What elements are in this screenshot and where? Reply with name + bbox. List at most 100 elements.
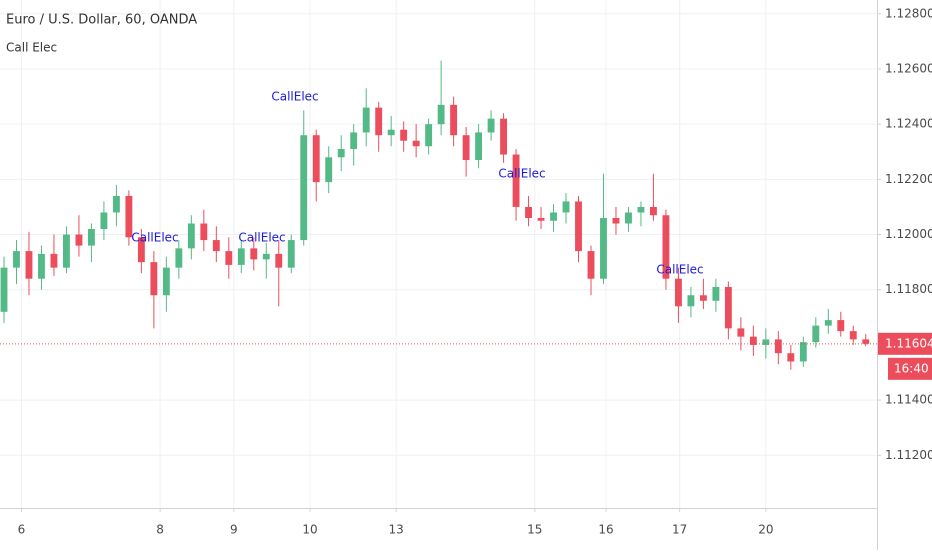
candle-body <box>250 248 258 260</box>
candle-body <box>125 195 133 238</box>
candle-body <box>450 104 458 136</box>
candle-body <box>312 135 320 183</box>
y-tick-label: 1.12000 <box>885 227 932 241</box>
candle-body <box>475 132 483 161</box>
candle-body <box>325 157 333 183</box>
candle-body <box>712 286 720 301</box>
candle-body <box>50 253 58 268</box>
y-tick-label: 1.12400 <box>885 117 932 131</box>
candle-body <box>512 154 520 207</box>
y-tick-label: 1.12600 <box>885 61 932 75</box>
candle-body <box>112 195 120 213</box>
last-price-label: 1.11604 <box>885 336 932 350</box>
candle-body <box>337 149 345 158</box>
candle-body <box>550 212 557 221</box>
x-tick-label: 17 <box>672 523 687 537</box>
candle-body <box>375 107 383 136</box>
candle-body <box>75 234 83 246</box>
candle-body <box>749 336 757 345</box>
candle-body <box>262 253 270 260</box>
candle-body <box>225 251 233 265</box>
candle-body <box>300 135 308 241</box>
candle-body <box>462 135 470 161</box>
candle-body <box>63 234 70 268</box>
y-tick-label: 1.11400 <box>885 393 932 407</box>
candle-body <box>787 353 795 362</box>
candle-body <box>387 129 395 136</box>
x-tick-label: 10 <box>302 523 317 537</box>
y-tick-label: 1.11200 <box>885 448 932 462</box>
candle-body <box>87 229 95 246</box>
x-tick-label: 6 <box>18 523 26 537</box>
candle-body <box>625 212 632 224</box>
candle-body <box>612 217 620 224</box>
candle-body <box>212 240 220 252</box>
candle-body <box>824 320 832 326</box>
candle-body <box>650 206 657 216</box>
candle-body <box>587 251 595 279</box>
x-tick-label: 13 <box>389 523 404 537</box>
y-tick-label: 1.12200 <box>885 172 932 186</box>
symbol-title: Euro / U.S. Dollar, 60, OANDA <box>6 13 197 28</box>
candle-body <box>38 253 45 279</box>
candle-body <box>187 223 195 249</box>
candles <box>0 60 870 370</box>
candle-body <box>237 248 245 265</box>
candle-body <box>400 129 408 141</box>
candle-body <box>500 118 508 155</box>
countdown-box <box>888 357 932 380</box>
candle-body <box>737 328 745 337</box>
candle-body <box>562 201 570 213</box>
y-tick-label: 1.11800 <box>885 282 932 296</box>
candle-body <box>487 118 495 133</box>
candle-body <box>0 267 8 312</box>
candle-body <box>862 339 870 344</box>
candle-body <box>137 237 145 263</box>
countdown-label: 16:40 <box>894 361 929 375</box>
candle-body <box>637 206 645 213</box>
x-tick-label: 16 <box>598 523 613 537</box>
candle-body <box>600 217 607 279</box>
candle-body <box>525 206 532 218</box>
signal-annotation: CallElec <box>271 90 318 104</box>
candle-body <box>849 331 857 340</box>
candle-body <box>362 107 370 133</box>
y-tick-label: 1.12800 <box>885 6 932 20</box>
candle-body <box>100 212 108 230</box>
x-tick-label: 8 <box>156 523 164 537</box>
candle-body <box>799 342 807 362</box>
candle-body <box>412 140 420 147</box>
candle-body <box>425 124 433 147</box>
candle-body <box>724 286 732 329</box>
candle-body <box>674 278 682 307</box>
grid <box>0 0 877 508</box>
candle-body <box>837 320 845 332</box>
candle-body <box>350 132 358 150</box>
candle-body <box>687 295 695 307</box>
candle-body <box>200 223 208 241</box>
signal-annotation: CallElec <box>131 231 178 245</box>
last-price-box <box>878 332 932 355</box>
signal-annotation: CallElec <box>238 231 285 245</box>
candle-body <box>275 253 283 268</box>
candle-body <box>25 251 33 279</box>
candle-body <box>662 215 670 279</box>
indicator-name: Call Elec <box>6 41 57 55</box>
candle-body <box>437 104 445 125</box>
candle-body <box>150 262 158 296</box>
candle-body <box>175 248 183 268</box>
x-tick-label: 15 <box>527 523 542 537</box>
candle-body <box>287 240 295 268</box>
candle-body <box>162 267 170 296</box>
candle-body <box>13 251 20 268</box>
signal-annotation: CallElec <box>498 167 545 181</box>
candle-body <box>812 325 820 343</box>
candle-body <box>699 295 707 301</box>
signal-annotation: CallElec <box>656 263 703 277</box>
candle-body <box>774 339 782 354</box>
x-tick-label: 9 <box>230 523 238 537</box>
candle-body <box>762 339 770 345</box>
candle-body <box>575 201 582 252</box>
